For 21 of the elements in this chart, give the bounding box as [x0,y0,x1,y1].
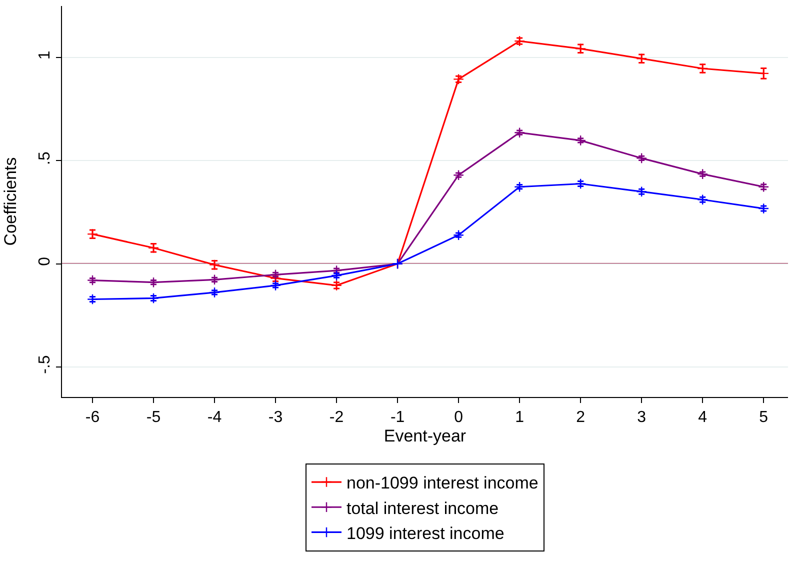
y-tick-label: .5 [36,151,54,165]
legend-label: non-1099 interest income [346,474,538,493]
y-tick-label: -.5 [36,355,54,374]
x-tick-label: -5 [146,409,161,426]
legend-label: total interest income [346,498,499,518]
x-tick-label: 3 [637,409,646,426]
x-tick-label: 0 [454,409,464,426]
x-tick-label: -2 [329,409,344,426]
x-tick-label: -3 [268,409,283,426]
legend-label: 1099 interest income [346,524,504,543]
x-tick-label: 1 [515,409,524,426]
x-axis-title: Event-year [384,426,466,446]
y-tick-label: 0 [36,256,54,266]
x-tick-label: -4 [207,409,222,426]
x-tick-label: -1 [390,409,405,426]
x-tick-label: -6 [85,409,100,426]
x-tick-label: 2 [576,409,586,426]
y-tick-label: 1 [36,50,54,60]
x-tick-label: 5 [759,409,768,426]
y-axis-title: Coefficients [1,157,20,246]
x-tick-label: 4 [698,409,708,426]
